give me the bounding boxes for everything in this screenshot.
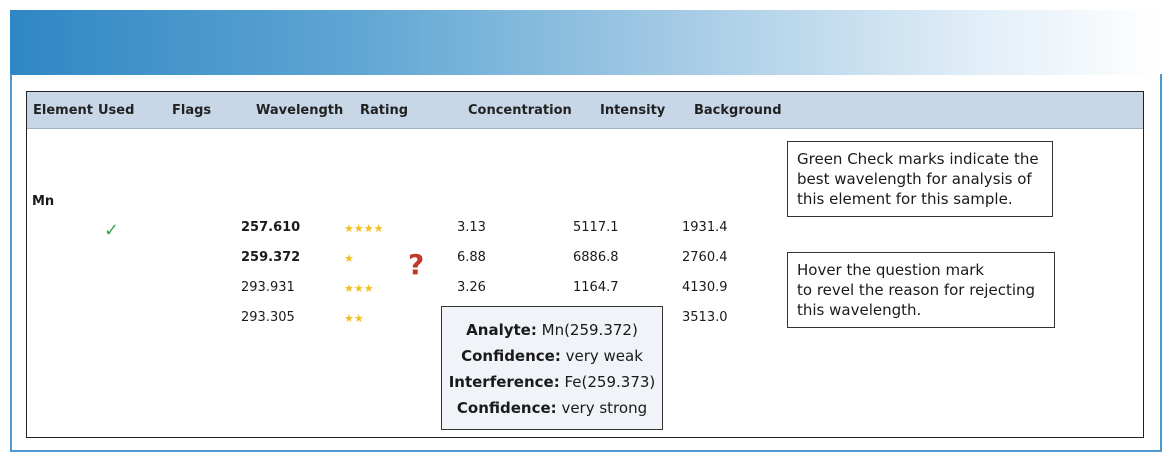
tooltip-interference-label: Interference: [448, 373, 560, 391]
column-header-background[interactable]: Background [694, 103, 782, 118]
tooltip-analyte-label: Analyte: [466, 321, 537, 339]
column-header-wavelength[interactable]: Wavelength [256, 103, 344, 118]
table-header: Element Used Flags Wavelength Rating Con… [27, 92, 1143, 129]
background-cell: 1931.4 [682, 220, 728, 235]
note-line: Hover the question mark [797, 261, 985, 279]
table-row[interactable]: 257.610 ★★★★ 3.13 5117.1 1931.4 [27, 220, 787, 244]
column-header-concentration[interactable]: Concentration [468, 103, 572, 118]
note-line: this element for this sample. [797, 190, 1013, 208]
tooltip-interference-confidence-label: Confidence: [456, 399, 557, 417]
concentration-cell: 6.88 [457, 250, 486, 265]
column-header-element[interactable]: Element [33, 103, 93, 118]
column-header-used[interactable]: Used [98, 103, 135, 118]
wavelength-cell: 293.931 [241, 280, 295, 295]
tooltip-confidence-value: very weak [565, 347, 643, 365]
tooltip-line-analyte: Analyte: Mn(259.372) [442, 317, 662, 343]
intensity-cell: 1164.7 [573, 280, 619, 295]
tooltip-analyte-value: Mn(259.372) [541, 321, 638, 339]
question-mark-icon[interactable]: ? [408, 248, 425, 281]
table-row[interactable]: 259.372 ★ 6.88 6886.8 2760.4 [27, 250, 787, 274]
element-label: Mn [32, 194, 55, 209]
background-cell: 2760.4 [682, 250, 728, 265]
note-line: this wavelength. [797, 301, 922, 319]
rating-stars: ★★★ [344, 282, 374, 295]
results-panel: Element Used Flags Wavelength Rating Con… [26, 91, 1144, 438]
concentration-cell: 3.26 [457, 280, 486, 295]
table-row[interactable]: 293.305 ★★ 3513.0 [27, 310, 787, 334]
check-icon: ✓ [104, 220, 120, 241]
rating-stars: ★★★★ [344, 222, 384, 235]
intensity-cell: 5117.1 [573, 220, 619, 235]
table-row[interactable]: 293.931 ★★★ 3.26 1164.7 4130.9 [27, 280, 787, 304]
column-header-intensity[interactable]: Intensity [600, 103, 666, 118]
note-line: best wavelength for analysis of [797, 170, 1032, 188]
wavelength-cell: 259.372 [241, 250, 301, 265]
background-cell: 3513.0 [682, 310, 728, 325]
green-check-note: Green Check marks indicate the best wave… [787, 141, 1053, 217]
background-cell: 4130.9 [682, 280, 728, 295]
outer-frame [10, 74, 1162, 452]
tooltip-line-interference-confidence: Confidence: very strong [442, 395, 662, 421]
question-mark-note: Hover the question mark to revel the rea… [787, 252, 1055, 328]
tooltip-line-interference: Interference: Fe(259.373) [442, 369, 662, 395]
rating-stars: ★ [344, 252, 354, 265]
tooltip-interference-confidence-value: very strong [561, 399, 648, 417]
column-header-rating[interactable]: Rating [360, 103, 409, 118]
rating-stars: ★★ [344, 312, 364, 325]
tooltip-confidence-label: Confidence: [461, 347, 561, 365]
rejection-tooltip: Analyte: Mn(259.372) Confidence: very we… [441, 306, 663, 430]
intensity-cell: 6886.8 [573, 250, 619, 265]
column-header-flags[interactable]: Flags [172, 103, 212, 118]
concentration-cell: 3.13 [457, 220, 486, 235]
top-banner [10, 10, 1160, 75]
tooltip-line-confidence: Confidence: very weak [442, 343, 662, 369]
wavelength-cell: 293.305 [241, 310, 295, 325]
wavelength-cell: 257.610 [241, 220, 301, 235]
tooltip-interference-value: Fe(259.373) [564, 373, 656, 391]
note-line: Green Check marks indicate the [797, 150, 1039, 168]
note-line: to revel the reason for rejecting [797, 281, 1036, 299]
